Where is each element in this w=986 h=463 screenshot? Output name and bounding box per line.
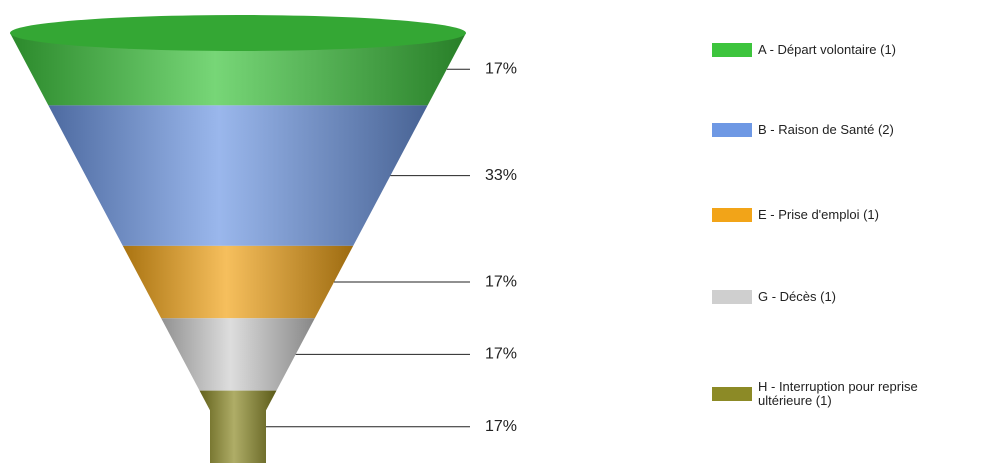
value-label: 33%	[485, 167, 517, 184]
funnel-segment	[122, 245, 354, 319]
funnel-top	[10, 15, 466, 51]
legend-label: B - Raison de Santé (2)	[758, 122, 894, 137]
funnel-segment	[199, 390, 277, 463]
funnel-segment	[48, 105, 428, 246]
legend-item: E - Prise d'emploi (1)	[712, 208, 972, 222]
legend-swatch	[712, 43, 752, 57]
legend-swatch	[712, 387, 752, 401]
funnel-segment	[10, 33, 466, 106]
legend-swatch	[712, 290, 752, 304]
legend-label: E - Prise d'emploi (1)	[758, 207, 879, 222]
funnel-segment	[161, 318, 315, 391]
legend-swatch	[712, 123, 752, 137]
legend-label: G - Décès (1)	[758, 289, 837, 304]
value-label: 17%	[485, 418, 517, 435]
legend-label: H - Interruption pour reprise ultérieure…	[758, 379, 918, 408]
legend-item: H - Interruption pour reprise ultérieure…	[712, 380, 972, 408]
value-label: 17%	[485, 273, 517, 290]
legend-label: A - Départ volontaire (1)	[758, 42, 897, 57]
legend-swatch	[712, 208, 752, 222]
legend-item: B - Raison de Santé (2)	[712, 123, 972, 137]
value-label: 17%	[485, 60, 517, 77]
value-label: 17%	[485, 346, 517, 363]
legend-item: A - Départ volontaire (1)	[712, 43, 972, 57]
legend-item: G - Décès (1)	[712, 290, 972, 304]
